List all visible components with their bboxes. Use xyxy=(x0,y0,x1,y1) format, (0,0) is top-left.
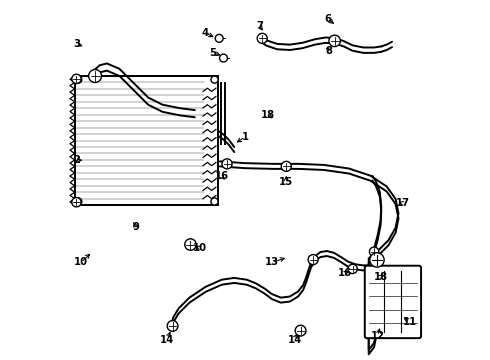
Circle shape xyxy=(89,69,101,82)
Text: 12: 12 xyxy=(371,331,385,341)
Circle shape xyxy=(295,325,306,336)
FancyBboxPatch shape xyxy=(365,266,421,338)
Circle shape xyxy=(185,239,196,250)
Circle shape xyxy=(167,320,178,331)
Circle shape xyxy=(369,247,379,256)
Text: 3: 3 xyxy=(73,39,80,49)
Text: 13: 13 xyxy=(265,257,279,267)
Text: 5: 5 xyxy=(209,48,216,58)
Circle shape xyxy=(222,159,232,169)
Circle shape xyxy=(329,35,341,46)
Circle shape xyxy=(72,198,81,207)
Text: 1: 1 xyxy=(242,132,248,142)
Circle shape xyxy=(220,54,227,62)
Circle shape xyxy=(348,264,357,274)
Text: 2: 2 xyxy=(73,155,80,165)
Circle shape xyxy=(74,76,82,83)
Circle shape xyxy=(308,255,318,265)
Text: 6: 6 xyxy=(324,14,331,24)
Text: 10: 10 xyxy=(193,243,207,253)
Text: 4: 4 xyxy=(202,28,209,38)
Circle shape xyxy=(72,74,81,84)
Circle shape xyxy=(74,198,82,205)
Text: 14: 14 xyxy=(160,334,174,345)
Text: 14: 14 xyxy=(287,334,302,345)
Text: 17: 17 xyxy=(396,198,410,208)
Circle shape xyxy=(215,35,223,42)
Bar xyxy=(74,76,218,205)
Circle shape xyxy=(281,161,291,171)
Circle shape xyxy=(211,76,218,83)
Text: 10: 10 xyxy=(74,257,88,267)
Text: 7: 7 xyxy=(256,21,263,31)
Text: 16: 16 xyxy=(338,268,352,278)
Circle shape xyxy=(211,198,218,205)
Circle shape xyxy=(257,33,267,43)
Text: 16: 16 xyxy=(215,171,229,181)
Text: 9: 9 xyxy=(132,222,139,231)
Text: 18: 18 xyxy=(373,272,388,282)
Text: 18: 18 xyxy=(261,111,275,121)
Text: 15: 15 xyxy=(279,177,294,187)
Circle shape xyxy=(370,253,384,267)
Text: 8: 8 xyxy=(326,46,333,56)
Text: 11: 11 xyxy=(403,317,417,327)
